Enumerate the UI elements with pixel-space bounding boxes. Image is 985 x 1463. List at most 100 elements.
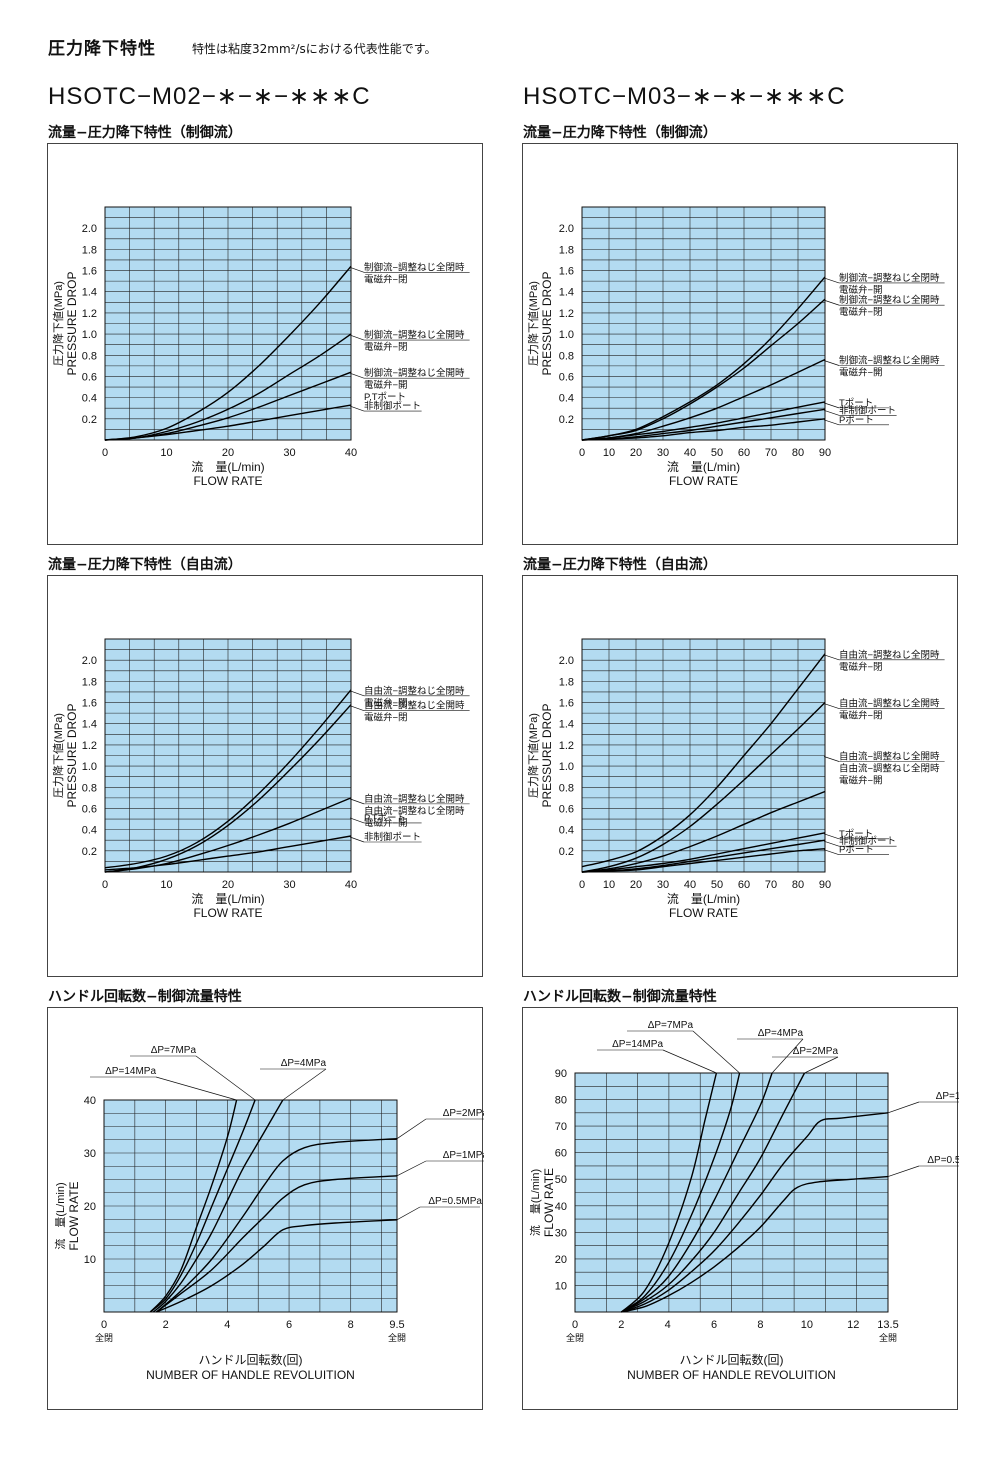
leader-line	[349, 798, 365, 805]
curve-label: 自由流−調整ねじ全閉時	[839, 649, 940, 661]
series-label: ΔP=7MPa	[648, 1020, 694, 1031]
x-tick-label: 50	[711, 879, 723, 891]
curve-label: 電磁弁−閉	[364, 697, 408, 709]
leader-line	[155, 1076, 237, 1101]
y-tick-label: 1.8	[82, 676, 97, 688]
y-tick-label: 0.4	[82, 825, 97, 837]
leader-line	[823, 654, 840, 661]
y-tick-label: 0.8	[559, 782, 574, 794]
y-tick-label: 1.6	[559, 698, 574, 710]
y-tick-label: 20	[84, 1201, 96, 1213]
y-axis-label: 圧力降下値(MPa)	[526, 713, 540, 798]
leader-line	[823, 402, 840, 409]
y-tick-label: 2.0	[82, 223, 97, 235]
series-label: ΔP=7MPa	[151, 1045, 197, 1056]
y-tick-label: 1.2	[559, 308, 574, 320]
plot-frame	[574, 1072, 889, 1313]
leader-line	[823, 849, 840, 856]
x-axis-label-en: FLOW RATE	[193, 906, 262, 920]
curve-label: Tポート	[839, 829, 873, 840]
y-axis-label: 圧力降下値(MPa)	[51, 713, 65, 798]
curve-label: 電磁弁−閉	[839, 306, 883, 318]
y-tick-label: 1.4	[559, 719, 574, 731]
y-tick-label: 0.2	[82, 846, 97, 858]
series-label: ΔP=14MPa	[105, 1066, 156, 1077]
leader-line	[396, 1206, 421, 1221]
x-tick-label: 6	[286, 1319, 292, 1331]
y-tick-label: 1.0	[82, 329, 97, 341]
page-title: 圧力降下特性	[48, 39, 156, 59]
y-tick-label: 0.6	[559, 371, 574, 383]
chart-panel-4: 0 2 4 6 8 9.5 10 20 30 40 全閉 全開 ハンドル回転数(回) NUMBER OF …	[47, 1007, 484, 1410]
y-tick-label: 1.8	[559, 244, 574, 256]
series-line-0	[104, 265, 352, 441]
y-tick-label: 30	[84, 1148, 96, 1160]
chart-panel-1: 0 10 20 30 40 50 60 70 80 90 0.2 0.4 0.6 0.8 1.0 1.2 1.4…	[522, 143, 958, 545]
y-tick-label: 0.2	[559, 846, 574, 858]
y-tick-label: 2.0	[559, 655, 574, 667]
series-line-0	[149, 1099, 238, 1313]
x-axis-label: 流 量(L/min)	[667, 460, 740, 474]
chart-svg-5: 0 2 4 6 8 10 12 13.5 10 20 30 40 50 60 70 80 90 全閉 全開ハンドル回…	[528, 1020, 959, 1382]
y-tick-label: 2.0	[82, 655, 97, 667]
y-tick-label: 1.8	[82, 244, 97, 256]
x-tick-label: 60	[738, 447, 750, 459]
curve-label: 電磁弁−開	[839, 775, 883, 787]
y-tick-label: 0.6	[82, 371, 97, 383]
x-tick-label: 30	[283, 879, 295, 891]
y-tick-label: 1.4	[82, 719, 97, 731]
x-tick-label: 90	[819, 447, 831, 459]
y-tick-label: 1.6	[559, 266, 574, 278]
y-axis-label-en: PRESSURE DROP	[540, 271, 554, 375]
series-label: ΔP=4MPa	[281, 1058, 327, 1069]
chart-svg-0: 0 10 20 30 40 0.2 0.4 0.6 0.8 1.0 1.2 1.4 1.6 1.8 2.0 流…	[51, 206, 470, 488]
curve-label: 制御流−調整ねじ全開時	[364, 367, 465, 379]
series-line-0	[581, 653, 826, 868]
leader-line	[887, 1165, 920, 1177]
leader-line	[823, 360, 840, 366]
y-tick-label: 0.8	[559, 350, 574, 362]
chart-title-0: 流量−圧力降下特性（制御流）	[48, 125, 242, 141]
y-axis-label-en: FLOW RATE	[542, 1168, 556, 1237]
x-tick-label: 30	[657, 447, 669, 459]
y-tick-label: 10	[84, 1254, 96, 1266]
x-tick-label: 80	[792, 447, 804, 459]
curve-label: 自由流−調整ねじ全閉時	[364, 685, 465, 697]
y-tick-label: 50	[555, 1174, 567, 1186]
plot-frame	[103, 1099, 398, 1313]
series-line-2	[581, 790, 826, 873]
plot-frame	[581, 206, 826, 441]
curve-label: Pポート	[839, 845, 874, 856]
curve-label: 制御流−調整ねじ全閉時	[364, 261, 465, 273]
y-tick-label: 1.0	[559, 329, 574, 341]
curve-label: 自由流−調整ねじ全閉時	[364, 805, 465, 817]
y-axis-label-en: PRESSURE DROP	[65, 271, 79, 375]
y-tick-label: 80	[555, 1095, 567, 1107]
x-sub-label: 全開	[879, 1332, 897, 1343]
leader-line	[396, 1160, 427, 1177]
x-tick-label: 40	[345, 447, 357, 459]
series-line-5	[581, 848, 826, 873]
y-tick-label: 2.0	[559, 223, 574, 235]
x-tick-label: 13.5	[877, 1319, 898, 1331]
series-line-0	[620, 1072, 718, 1313]
series-label: ΔP=1MPa	[936, 1091, 959, 1102]
chart-title-5: ハンドル回転数−制御流量特性	[523, 989, 717, 1005]
curve-label: 制御流−調整ねじ全閉時	[839, 272, 940, 284]
x-tick-label: 2	[618, 1319, 624, 1331]
curve-label: P,Tポート	[364, 392, 406, 403]
x-axis-label: ハンドル回転数(回)	[199, 1352, 303, 1367]
leader-line	[823, 419, 840, 426]
model-right: HSOTC−M03−∗−∗−∗∗∗C	[523, 83, 846, 110]
x-axis-label-en: NUMBER OF HANDLE REVOLUITION	[146, 1368, 355, 1382]
series-label: ΔP=2MPa	[443, 1108, 484, 1119]
page-note: 特性は粘度32mm²/sにおける代表性能です。	[192, 42, 437, 56]
series-line-3	[581, 401, 826, 441]
x-tick-label: 10	[801, 1319, 813, 1331]
plot-frame	[104, 206, 352, 441]
series-line-3	[155, 1138, 398, 1313]
y-tick-label: 0.4	[82, 393, 97, 405]
x-tick-label: 0	[579, 879, 585, 891]
curve-label: 電磁弁−閉	[364, 273, 408, 285]
